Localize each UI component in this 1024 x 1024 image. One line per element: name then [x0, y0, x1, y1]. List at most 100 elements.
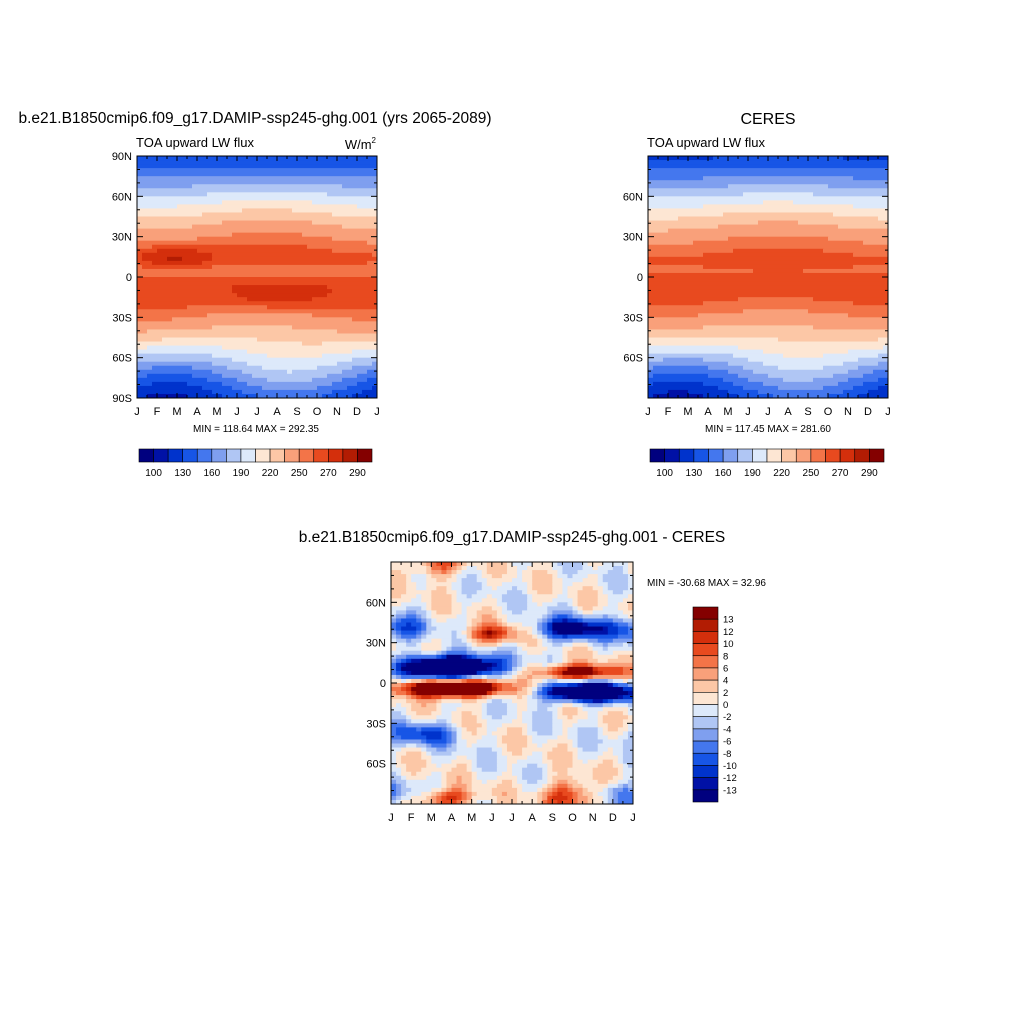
contour-cell: [421, 562, 427, 567]
contour-cell: [532, 711, 553, 716]
contour-cell: [597, 666, 624, 672]
contour-cell: [617, 695, 624, 700]
contour-cell: [522, 662, 528, 668]
contour-cell: [401, 771, 412, 777]
contour-cell: [813, 297, 888, 302]
contour-cell: [743, 192, 814, 197]
contour-cell: [517, 662, 523, 668]
contour-cell: [617, 779, 629, 785]
contour-cell: [612, 791, 619, 797]
contour-cell: [192, 184, 343, 189]
contour-cell: [391, 751, 397, 757]
contour-cell: [668, 228, 888, 234]
contour-cell: [222, 393, 258, 398]
contour-cell: [446, 646, 453, 652]
contour-cell: [648, 365, 654, 371]
contour-cell: [456, 763, 468, 769]
contour-cell: [552, 642, 564, 648]
contour-cell: [627, 642, 633, 648]
contour-cell: [622, 763, 629, 769]
x-tick-label: M: [427, 812, 436, 824]
contour-cell: [486, 666, 493, 672]
contour-cell: [537, 703, 553, 708]
contour-cell: [471, 646, 498, 652]
contour-cell: [401, 755, 422, 761]
contour-cell: [552, 618, 564, 624]
contour-cell: [496, 598, 503, 603]
contour-cell: [461, 723, 483, 728]
contour-cell: [552, 670, 558, 676]
contour-cell: [466, 610, 478, 616]
contour-cell: [391, 759, 397, 765]
x-tick-label: N: [589, 812, 597, 824]
contour-cell: [307, 244, 377, 250]
contour-cell: [718, 385, 744, 391]
contour-cell: [461, 630, 468, 636]
contour-cell: [441, 699, 463, 704]
contour-cell: [527, 691, 533, 696]
contour-cell: [406, 743, 417, 749]
colorbar-box: [737, 448, 753, 463]
contour-cell: [542, 695, 548, 700]
contour-cell: [512, 674, 518, 680]
contour-cell: [406, 622, 412, 628]
contour-cell: [496, 755, 508, 761]
contour-cell: [391, 678, 402, 684]
colorbar-box: [810, 448, 826, 463]
contour-cell: [582, 703, 589, 708]
contour-cell: [572, 715, 589, 720]
y-tick-label: 30N: [112, 232, 132, 244]
contour-cell: [401, 594, 417, 599]
x-tick-label: J: [509, 812, 515, 824]
contour-cell: [501, 683, 513, 688]
panel-ceres-colorbar: 100 130 160 190 220 250 270 290: [649, 448, 885, 479]
x-tick-label: J: [630, 812, 636, 824]
contour-cell: [506, 618, 538, 624]
contour-cell: [391, 618, 397, 624]
contour-cell: [592, 775, 614, 781]
contour-cell: [401, 687, 407, 692]
contour-cell: [587, 703, 604, 708]
contour-cell: [406, 678, 412, 684]
contour-cell: [237, 377, 268, 383]
y-tick-label: 90N: [112, 151, 132, 163]
contour-cell: [267, 353, 323, 359]
contour-cell: [476, 650, 493, 656]
contour-cell: [512, 699, 528, 704]
contour-cell: [522, 731, 528, 737]
contour-cell: [828, 184, 888, 189]
contour-cell: [557, 562, 584, 567]
contour-cell: [486, 594, 493, 599]
contour-cell: [446, 654, 463, 660]
contour-cell: [597, 590, 604, 595]
contour-cell: [537, 626, 543, 632]
colorbar-label: -2: [723, 712, 731, 723]
contour-cell: [648, 325, 704, 331]
contour-cell: [466, 566, 478, 571]
contour-cell: [838, 224, 888, 230]
contour-cell: [648, 369, 729, 375]
contour-cell: [648, 208, 888, 214]
contour-cell: [481, 703, 488, 708]
contour-cell: [436, 715, 453, 720]
x-tick-label: M: [467, 812, 476, 824]
contour-cell: [537, 695, 543, 700]
contour-cell: [517, 642, 528, 648]
contour-cell: [863, 381, 888, 387]
contour-cell: [567, 795, 574, 801]
contour-cell: [582, 678, 589, 684]
contour-cell: [693, 240, 864, 246]
contour-cell: [491, 791, 503, 797]
contour-cell: [212, 256, 377, 262]
contour-cell: [602, 626, 609, 632]
contour-cell: [547, 795, 553, 801]
y-tick-label: 60N: [623, 191, 643, 203]
contour-cell: [557, 735, 569, 741]
contour-cell: [547, 670, 553, 676]
contour-cell: [456, 755, 468, 761]
panel-ceres-title: CERES: [740, 111, 795, 128]
contour-cell: [247, 381, 333, 387]
contour-cell: [577, 683, 584, 688]
contour-cell: [552, 590, 564, 595]
